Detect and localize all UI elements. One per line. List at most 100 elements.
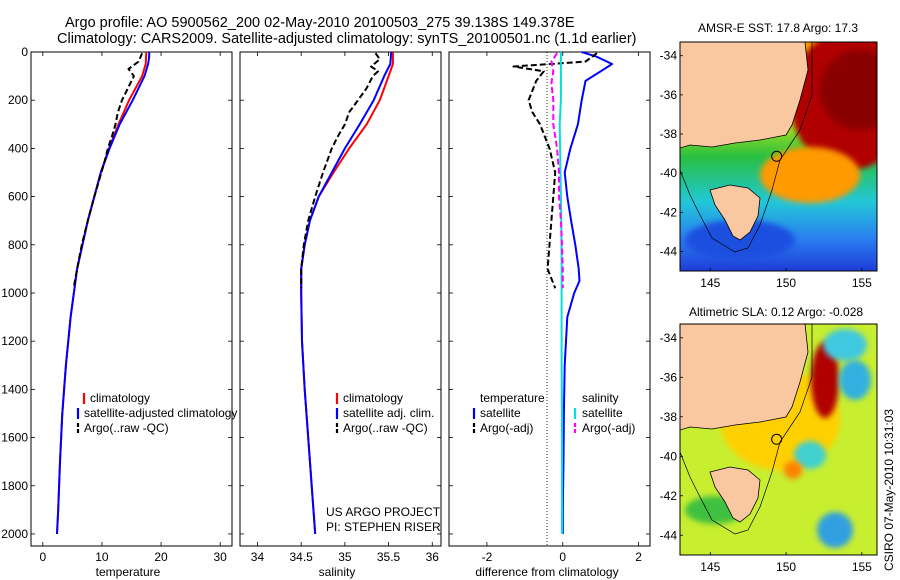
difference-xlabel: difference from climatology: [475, 565, 618, 579]
mainland-australia: [680, 42, 809, 149]
shelf-contour: [680, 42, 813, 253]
tasmania: [709, 184, 761, 241]
x-tick-label: 10: [95, 550, 109, 564]
sla-map-ticks: 145 150 155 -34 -36 -38 -40 -42 -44: [660, 331, 873, 574]
temperature-axes-frame: [30, 51, 233, 547]
difference-ticks: -2 0 2: [449, 51, 650, 564]
series-line-satellite-adjusted-climatology: [56, 52, 151, 535]
x-tick-label: 35: [338, 550, 352, 564]
salinity-series: [300, 51, 394, 535]
lat-tick-label: -42: [660, 205, 678, 219]
tasmania: [709, 466, 761, 523]
x-tick-label: 2: [635, 550, 642, 564]
legend-label-argo: Argo(..raw -QC): [343, 421, 428, 435]
difference-axes-frame: [448, 51, 651, 547]
sla-map-title: Altimetric SLA: 0.12 Argo: -0.028: [689, 305, 863, 319]
legend-label-satellite-adjusted: satellite-adjusted climatology: [84, 406, 237, 420]
series-line-argo-raw-qc: [72, 52, 144, 289]
x-tick-label: 0: [39, 550, 46, 564]
lat-tick-label: -34: [660, 331, 678, 345]
series-line-satellite-adj-clim: [300, 51, 393, 535]
series-line-salinity-argo-adj: [550, 52, 564, 289]
x-tick-label: 34.5: [289, 550, 313, 564]
y-tick-label: 2000: [1, 527, 28, 541]
series-line-salinity-satellite: [558, 52, 563, 534]
y-tick-label: 800: [8, 238, 28, 252]
lon-tick-label: 145: [700, 560, 720, 574]
x-tick-label: 34: [251, 550, 265, 564]
argo-float-marker: [771, 433, 783, 445]
sla-map-frame: [679, 323, 878, 556]
series-line-argo-raw-qc: [300, 52, 381, 289]
y-tick-label: 200: [8, 93, 28, 107]
temperature-series: [56, 51, 151, 535]
y-tick-label: 1400: [1, 382, 28, 396]
legend-label-sal-satellite: satellite: [582, 406, 623, 420]
lat-tick-label: -40: [660, 449, 678, 463]
lat-tick-label: -44: [660, 244, 678, 258]
sla-warm-spot: [784, 461, 802, 479]
temperature-legend: climatology satellite-adjusted climatolo…: [76, 391, 237, 435]
legend-label-climatology: climatology: [343, 391, 403, 405]
temperature-xlabel: temperature: [96, 565, 161, 579]
y-tick-label: 1600: [1, 431, 28, 445]
pi-credit: PI: STEPHEN RISER: [326, 520, 441, 534]
series-line-temperature-satellite: [561, 51, 614, 534]
lon-tick-label: 155: [852, 560, 872, 574]
y-tick-label: 1200: [1, 334, 28, 348]
difference-legend: temperature satellite Argo(-adj) salinit…: [472, 391, 635, 435]
sla-field: [680, 324, 877, 555]
sst-map-ticks: 145 150 155 -34 -36 -38 -40 -42 -44: [660, 49, 873, 290]
x-tick-label: 35.5: [377, 550, 401, 564]
project-credit: US ARGO PROJECT: [326, 505, 441, 519]
csiro-timestamp: CSIRO 07-May-2010 10:31:03: [882, 409, 896, 571]
legend-heading-salinity: salinity: [582, 391, 619, 405]
lon-tick-label: 155: [852, 276, 872, 290]
lat-tick-label: -42: [660, 489, 678, 503]
sla-cold-eddy-south: [817, 512, 853, 548]
sst-map: AMSR-E SST: 17.8 Argo: 17.3 145 150 155 -34…: [660, 21, 878, 290]
lat-tick-label: -44: [660, 528, 678, 542]
figure-title-line2: Climatology: CARS2009. Satellite-adjuste…: [57, 31, 637, 47]
sst-warm-front: [760, 147, 860, 203]
salinity-panel: 34 34.5 35 35.5 36 salinity climatology sate…: [239, 51, 442, 579]
x-tick-label: 0: [559, 550, 566, 564]
sst-field: [680, 42, 877, 271]
lat-tick-label: -40: [660, 166, 678, 180]
sla-cold-eddy-central: [794, 441, 826, 469]
legend-label-sal-argo: Argo(-adj): [582, 421, 635, 435]
sla-cyan-eddy-north: [823, 329, 867, 361]
lat-tick-label: -38: [660, 410, 678, 424]
legend-label-satellite: satellite adj. clim.: [343, 406, 434, 420]
y-tick-label: 1800: [1, 479, 28, 493]
lat-tick-label: -36: [660, 88, 678, 102]
mainland-australia: [680, 324, 809, 431]
x-tick-label: 20: [154, 550, 168, 564]
difference-series: [512, 51, 614, 534]
sla-warm-eddy: [811, 342, 839, 418]
x-tick-label: 30: [213, 550, 227, 564]
legend-heading-temperature: temperature: [480, 391, 545, 405]
argo-float-marker: [771, 150, 783, 162]
x-tick-label: 36: [426, 550, 440, 564]
legend-label-temp-satellite: satellite: [480, 406, 521, 420]
lon-tick-label: 150: [776, 276, 796, 290]
sst-warm-core: [820, 50, 877, 130]
temperature-ticks: 0 10 20 30 0 200 400 600 800 1000 1200 1400 1600 1800…: [1, 45, 232, 564]
sla-cold-eddy-east: [839, 360, 871, 400]
difference-panel: -2 0 2 difference from climatology tempera…: [448, 51, 651, 579]
shelf-contour: [680, 324, 813, 535]
lat-tick-label: -38: [660, 127, 678, 141]
lon-tick-label: 150: [776, 560, 796, 574]
y-tick-label: 600: [8, 190, 28, 204]
lon-tick-label: 145: [700, 276, 720, 290]
legend-label-argo: Argo(..raw -QC): [84, 421, 169, 435]
sst-map-frame: [679, 41, 878, 272]
legend-label-climatology: climatology: [90, 391, 150, 405]
lat-tick-label: -34: [660, 49, 678, 63]
y-tick-label: 0: [21, 45, 28, 59]
figure-title-line1: Argo profile: AO 5900562_200 02-May-2010…: [65, 15, 575, 31]
legend-label-temp-argo: Argo(-adj): [480, 421, 533, 435]
sla-map: Altimetric SLA: 0.12 Argo: -0.028 145 150…: [660, 305, 878, 574]
